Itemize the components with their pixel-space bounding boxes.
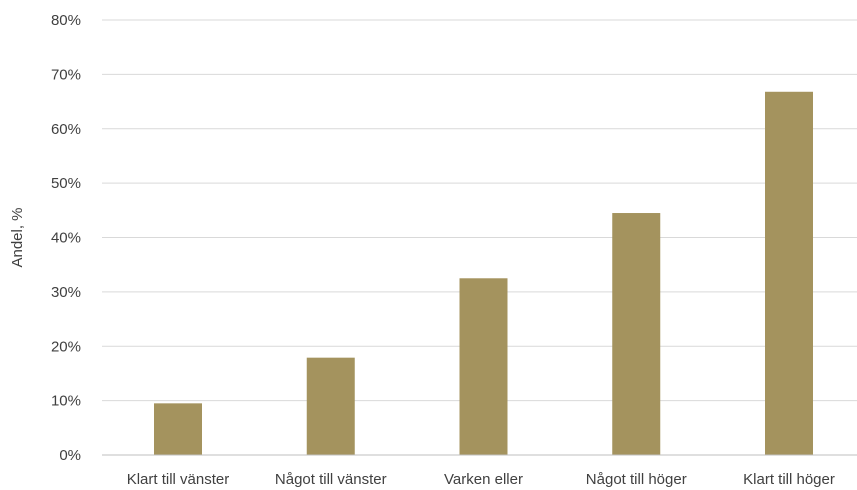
y-tick-label: 0% (59, 447, 81, 464)
x-tick-label: Klart till vänster (127, 471, 230, 488)
y-tick-label: 20% (51, 338, 81, 355)
y-tick-label: 60% (51, 121, 81, 138)
bar (765, 91, 813, 456)
bar (306, 357, 355, 455)
y-axis-ticks: 0% 10% 20% 30% 40% 50% 60% 70% 80% (51, 12, 81, 464)
y-tick-label: 10% (51, 393, 81, 410)
x-axis-ticks: Klart till vänster Något till vänster Vark… (127, 471, 835, 488)
y-tick-label: 50% (51, 175, 81, 192)
bar (154, 403, 202, 455)
y-axis-title: Andel, % (9, 207, 26, 267)
y-tick-label: 70% (51, 66, 81, 83)
x-tick-label: Något till höger (586, 471, 687, 488)
y-tick-label: 80% (51, 12, 81, 29)
y-tick-label: 40% (51, 230, 81, 247)
bar (459, 278, 508, 455)
x-tick-label: Något till vänster (275, 471, 387, 488)
x-tick-label: Klart till höger (743, 471, 835, 488)
x-tick-label: Varken eller (444, 471, 523, 488)
bars (154, 91, 813, 456)
bar (612, 213, 661, 455)
y-tick-label: 30% (51, 284, 81, 301)
